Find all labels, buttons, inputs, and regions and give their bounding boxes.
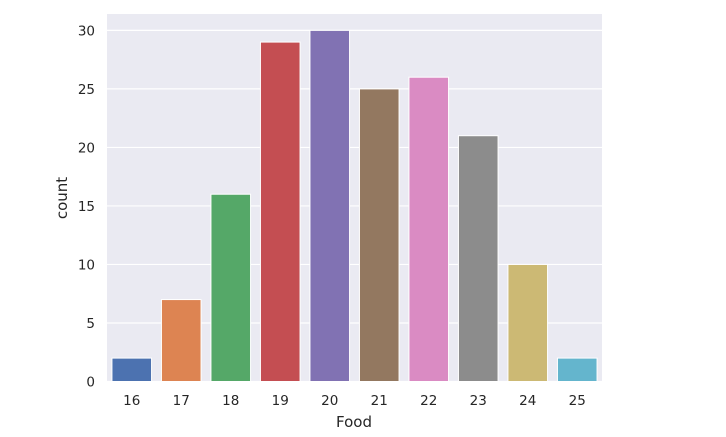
y-tick-label: 5 xyxy=(86,316,95,332)
bar-25 xyxy=(556,357,598,382)
x-tick-label: 23 xyxy=(470,393,487,409)
bar-20 xyxy=(309,29,351,383)
x-tick-label: 22 xyxy=(420,393,437,409)
x-tick-label: 16 xyxy=(123,393,140,409)
bar-22 xyxy=(408,76,450,383)
y-tick-label: 10 xyxy=(78,257,95,273)
x-tick-label: 20 xyxy=(321,393,338,409)
x-tick-label: 17 xyxy=(173,393,190,409)
y-tick-label: 0 xyxy=(86,375,95,391)
x-tick-label: 18 xyxy=(222,393,239,409)
bar-16 xyxy=(111,357,153,382)
y-tick-label: 25 xyxy=(78,82,95,98)
x-tick-label: 24 xyxy=(519,393,536,409)
y-tick-label: 20 xyxy=(78,140,95,156)
x-tick-label: 19 xyxy=(272,393,289,409)
bar-17 xyxy=(160,299,202,382)
x-tick-labels: 16 17 18 19 20 21 22 23 24 25 xyxy=(123,393,586,409)
x-axis-label: Food xyxy=(336,413,372,431)
bar-18 xyxy=(210,193,252,382)
y-tick-labels: 0 5 10 15 20 25 30 xyxy=(78,23,95,390)
y-tick-label: 15 xyxy=(78,199,95,215)
bar-24 xyxy=(507,263,549,383)
x-tick-label: 21 xyxy=(371,393,388,409)
x-tick-label: 25 xyxy=(569,393,586,409)
y-axis-label: count xyxy=(53,177,71,219)
bar-21 xyxy=(358,88,400,383)
bars xyxy=(111,29,598,383)
y-tick-label: 30 xyxy=(78,23,95,39)
bar-19 xyxy=(259,41,301,382)
bar-23 xyxy=(457,135,499,382)
